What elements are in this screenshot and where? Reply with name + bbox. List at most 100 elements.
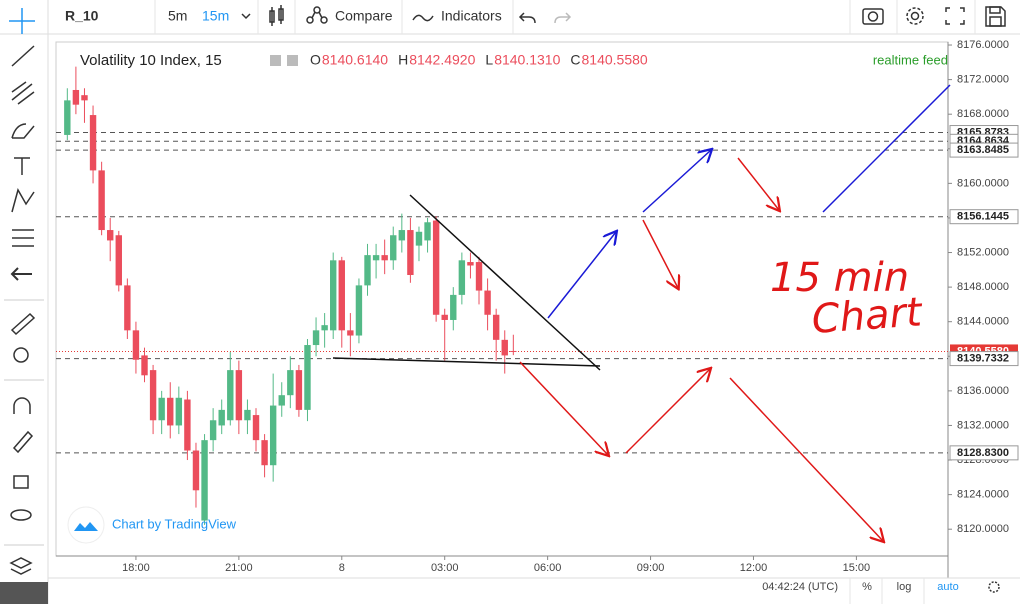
candle-body	[287, 370, 294, 396]
candle-body	[227, 370, 234, 421]
candle-body	[441, 314, 448, 320]
candle-body	[501, 339, 508, 356]
dropdown-icon[interactable]	[241, 13, 251, 20]
close-toggle[interactable]	[287, 55, 298, 66]
candle	[372, 243, 380, 279]
indicators-button[interactable]: Indicators	[441, 8, 502, 24]
candle-body	[218, 409, 225, 426]
brush-tool[interactable]	[11, 123, 35, 139]
layers-tool[interactable]	[9, 557, 33, 575]
redo-icon[interactable]	[554, 12, 572, 24]
interval[interactable]: 5m	[168, 8, 187, 24]
candle	[287, 356, 294, 409]
pattern-tool[interactable]	[11, 188, 35, 213]
scale-settings[interactable]	[988, 581, 1000, 593]
pitchfork-tool[interactable]	[11, 81, 35, 105]
ohlc-key: H	[398, 52, 408, 68]
candle-body	[261, 440, 268, 466]
candle	[278, 382, 285, 417]
candle	[132, 321, 140, 374]
clock: 04:42:24 (UTC)	[762, 581, 838, 593]
candle	[407, 217, 414, 283]
candle	[424, 217, 431, 253]
candle-body	[269, 405, 277, 466]
candle	[218, 399, 225, 435]
candle	[381, 239, 388, 275]
ohlc-value: 8140.1310	[494, 52, 560, 68]
log-button[interactable]: log	[897, 581, 912, 593]
y-tick-label: 8168.0000	[957, 108, 1009, 120]
percent-button[interactable]: %	[862, 581, 872, 593]
y-tick-label: 8124.0000	[957, 489, 1009, 501]
candles-icon[interactable]	[269, 5, 284, 26]
text-tool[interactable]	[14, 157, 30, 175]
candle-body	[158, 397, 165, 421]
prediction-tool[interactable]	[10, 267, 32, 281]
price-label: 8128.8300	[957, 447, 1009, 459]
auto-button[interactable]: auto	[937, 581, 958, 593]
undo-icon[interactable]	[518, 12, 536, 24]
plot	[56, 66, 948, 525]
settings-icon[interactable]	[906, 7, 924, 25]
visibility-tool[interactable]	[10, 509, 32, 521]
x-tick-label: 03:00	[431, 562, 459, 574]
x-tick-label: 8	[339, 562, 345, 574]
x-tick-label: 12:00	[740, 562, 768, 574]
handwritten-note: 15 min Chart	[770, 255, 924, 343]
compare-icon[interactable]	[306, 6, 328, 24]
candle	[158, 390, 165, 435]
candle	[149, 364, 157, 435]
candle	[175, 386, 183, 435]
candle	[244, 399, 251, 435]
zoom-tool[interactable]	[13, 347, 29, 363]
candle	[141, 347, 148, 383]
y-tick-label: 8176.0000	[957, 39, 1009, 51]
candle-body	[424, 222, 431, 241]
candle-body	[458, 260, 466, 295]
fib-tool[interactable]	[12, 229, 34, 247]
ruler-tool[interactable]	[10, 312, 36, 336]
interval[interactable]: 15m	[202, 8, 229, 24]
branding-text[interactable]: Chart by TradingView	[112, 516, 237, 531]
candle	[510, 334, 517, 356]
price-label: 8156.1445	[957, 211, 1009, 223]
candle-body	[330, 260, 337, 331]
candle	[475, 256, 483, 305]
candle-body	[115, 235, 122, 286]
candle-body	[244, 409, 251, 421]
indicators-icon[interactable]	[412, 14, 434, 22]
save-icon[interactable]	[985, 6, 1006, 27]
symbol[interactable]: R_10	[65, 8, 99, 24]
candle-body	[175, 397, 183, 426]
trendline-tool[interactable]	[11, 45, 35, 67]
candle	[89, 105, 97, 184]
candle-body	[209, 420, 217, 441]
note-line: 15 min	[770, 255, 909, 301]
draw-mode-tool[interactable]	[12, 430, 34, 454]
candle	[124, 278, 131, 339]
lock-tool[interactable]	[13, 475, 29, 489]
candle-body	[364, 255, 371, 286]
crosshair-tool[interactable]	[9, 8, 35, 34]
snapshot-icon[interactable]	[862, 8, 884, 25]
candle-body	[192, 450, 200, 491]
y-tick-label: 8136.0000	[957, 385, 1009, 397]
price-label-box	[949, 209, 1019, 225]
drawings	[332, 84, 951, 541]
x-tick-label: 18:00	[122, 562, 150, 574]
candle-body	[235, 370, 243, 421]
magnet-tool[interactable]	[13, 397, 31, 414]
chart-title: Volatility 10 Index, 15	[80, 52, 222, 69]
candle-body	[64, 100, 71, 135]
candle	[450, 287, 457, 331]
candle-body	[432, 220, 440, 315]
candle	[192, 442, 200, 508]
candle	[364, 243, 371, 296]
candle-body	[338, 260, 345, 331]
settings-toggle[interactable]	[270, 55, 281, 66]
candle	[304, 338, 311, 422]
compare-button[interactable]: Compare	[335, 8, 393, 24]
candle	[484, 278, 491, 331]
fullscreen-icon[interactable]	[945, 7, 965, 25]
